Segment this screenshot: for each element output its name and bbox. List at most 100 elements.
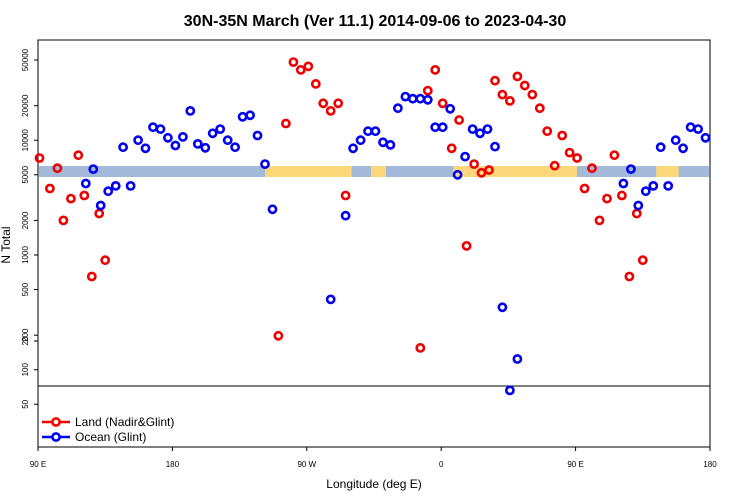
ocean-point xyxy=(118,142,128,153)
land-strip-segment xyxy=(264,166,352,177)
legend-entry: Land (Nadir&Glint) xyxy=(75,415,174,429)
land-point xyxy=(602,193,612,204)
land-point xyxy=(527,89,538,100)
ocean-point xyxy=(385,139,396,150)
ocean-point xyxy=(95,200,106,211)
ocean-point xyxy=(437,122,448,133)
x-tick-label: 180 xyxy=(703,460,717,469)
ocean-point xyxy=(482,124,493,135)
y-tick-label: 5000 xyxy=(21,165,30,183)
land-point xyxy=(45,183,55,194)
ocean-point xyxy=(192,138,203,149)
land-point xyxy=(512,71,523,82)
land-point xyxy=(437,98,448,109)
ocean-point xyxy=(452,169,463,180)
plot-frame xyxy=(37,39,711,448)
land-point xyxy=(288,57,299,67)
ocean-point xyxy=(415,93,426,104)
ocean-point xyxy=(88,164,99,174)
ocean-point xyxy=(325,294,336,305)
ocean-point xyxy=(245,110,255,121)
land-point xyxy=(34,153,45,163)
ocean-point xyxy=(103,186,114,197)
land-point xyxy=(340,190,351,201)
y-tick-label: 100 xyxy=(21,363,30,377)
ocean-point xyxy=(80,178,91,189)
ocean-point xyxy=(222,135,233,146)
ocean-point xyxy=(140,143,151,154)
land-point xyxy=(430,65,441,75)
land-point xyxy=(557,130,568,141)
land-point xyxy=(415,342,426,353)
legend: Land (Nadir&Glint)Ocean (Glint) xyxy=(42,415,174,444)
x-tick-label: 180 xyxy=(166,460,180,469)
land-point xyxy=(637,255,648,266)
land-point xyxy=(318,98,329,109)
ocean-point xyxy=(215,124,226,135)
ocean-point xyxy=(626,164,636,174)
ocean-point xyxy=(475,128,485,139)
land-point xyxy=(572,153,582,163)
ocean-point xyxy=(148,122,158,133)
y-tick-label: 20000 xyxy=(21,94,30,117)
ocean-point xyxy=(512,354,523,364)
ocean-point xyxy=(200,142,211,153)
ocean-point xyxy=(648,180,659,191)
ocean-point xyxy=(685,122,696,133)
land-point xyxy=(469,159,479,169)
ocean-point xyxy=(230,142,240,153)
x-tick-label: 90 W xyxy=(297,460,316,469)
ocean-point xyxy=(363,126,373,137)
y-tick-label: 20 xyxy=(21,336,30,345)
land-point xyxy=(422,85,433,96)
land-point xyxy=(333,98,344,109)
land-point xyxy=(609,150,620,161)
axes xyxy=(37,39,711,448)
x-axis-title: Longitude (deg E) xyxy=(326,477,421,491)
ocean-point xyxy=(663,180,674,191)
chart-title: 30N-35N March (Ver 11.1) 2014-09-06 to 2… xyxy=(184,13,567,30)
ocean-point xyxy=(340,210,351,221)
land-point xyxy=(310,79,321,89)
ocean-point xyxy=(348,143,358,154)
ocean-point xyxy=(678,143,688,154)
ocean-point xyxy=(640,186,651,197)
land-point xyxy=(497,89,508,100)
y-tick-label: 10000 xyxy=(21,129,30,152)
ocean-point xyxy=(655,142,666,153)
ocean-point xyxy=(700,132,711,143)
ticks: 90 E 180 90 W 0 90 E 180 50000 20000 10000 5000 20… xyxy=(21,48,717,469)
ocean-point xyxy=(125,180,136,191)
land-point xyxy=(549,160,560,171)
land-point xyxy=(94,208,105,219)
land-strip-segment xyxy=(656,166,679,177)
ocean-point xyxy=(618,178,629,189)
land-point xyxy=(86,271,97,282)
ocean-point xyxy=(490,141,500,152)
land-point xyxy=(73,150,84,161)
ocean-point xyxy=(422,94,433,105)
ocean-point xyxy=(467,124,478,135)
land-point xyxy=(631,208,642,219)
ocean-point xyxy=(207,128,218,139)
ocean-point xyxy=(110,180,121,191)
ocean-point xyxy=(260,159,270,169)
y-tick-label: 2000 xyxy=(21,211,30,229)
y-tick-label: 500 xyxy=(21,282,30,296)
ocean-point xyxy=(162,132,173,143)
ocean-point xyxy=(460,151,470,162)
land-point xyxy=(504,96,515,106)
y-tick-label: 50 xyxy=(21,399,30,408)
land-point xyxy=(303,61,314,72)
land-point xyxy=(454,115,464,125)
land-point xyxy=(594,215,605,226)
land-point xyxy=(519,80,530,91)
y-tick-label: 1000 xyxy=(21,246,30,264)
ocean-point xyxy=(237,111,248,122)
land-strip-segment xyxy=(371,166,386,177)
land-point xyxy=(446,143,457,154)
ocean-point xyxy=(267,204,278,215)
land-point xyxy=(273,330,284,341)
y-tick-label: 200 xyxy=(21,328,30,342)
